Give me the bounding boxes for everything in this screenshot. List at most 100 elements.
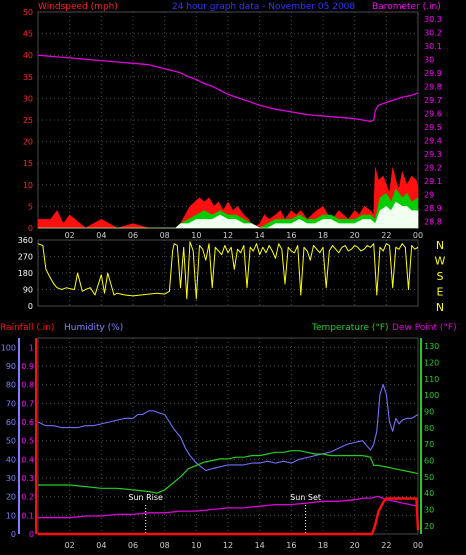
climate-x-tick-label: 12 (223, 541, 233, 550)
wind-x-tick-label: 12 (223, 231, 233, 240)
climate-x-tick-label: 00 (413, 541, 423, 550)
sunset-label: Sun Set (290, 493, 321, 502)
windspeed-tick-label: 5 (28, 202, 33, 211)
compass-label: N (436, 301, 444, 314)
barometer-tick-label: 29.3 (424, 150, 442, 159)
windspeed-tick-label: 40 (23, 51, 33, 60)
barometer-series (37, 54, 419, 123)
humidity-tick-label: 20 (6, 493, 16, 502)
humidity-tick-label: 60 (6, 418, 16, 427)
direction-tick-label: 360 (18, 236, 33, 245)
temperature-tick-label: 20 (424, 522, 434, 531)
climate-x-tick-label: 02 (65, 541, 75, 550)
rainfall-axis-label: Rainfall (.in) (0, 323, 54, 333)
barometer-tick-label: 30 (424, 55, 434, 64)
dewpoint-axis-label: Dew Point (°F) (392, 323, 457, 333)
temperature-tick-label: 80 (424, 424, 434, 433)
direction-tick-label: 0 (28, 302, 33, 311)
humidity-tick-label: 80 (6, 381, 16, 390)
temperature-series (38, 450, 419, 494)
climate-x-tick-label: 04 (96, 541, 106, 550)
rainfall-tick-label: 0.2 (21, 493, 34, 502)
temperature-tick-label: 130 (424, 342, 439, 351)
humidity-tick-label: 100 (1, 343, 16, 352)
rainfall-tick-label: 0.8 (21, 381, 34, 390)
windspeed-tick-label: 30 (23, 94, 33, 103)
climate-x-tick-label: 14 (255, 541, 265, 550)
direction-tick-label: 270 (18, 253, 33, 262)
temperature-tick-label: 30 (424, 506, 434, 515)
tick-labels: 0202040406060808101012121414161618182020… (1, 8, 446, 550)
compass-label: N (436, 239, 444, 252)
header-windspeed-label: Windspeed (mph) (38, 2, 118, 12)
barometer-tick-label: 29 (424, 190, 434, 199)
rainfall-tick-label: 0.4 (21, 455, 34, 464)
barometer-tick-label: 29.5 (424, 123, 442, 132)
humidity-tick-label: 50 (6, 437, 16, 446)
header-barometer-label: Barometer (.in) (372, 2, 441, 12)
wind-x-tick-label: 22 (381, 231, 391, 240)
wind-x-tick-label: 18 (318, 231, 328, 240)
temperature-tick-label: 60 (424, 457, 434, 466)
rainfall-series (38, 497, 420, 536)
climate-x-tick-label: 18 (318, 541, 328, 550)
barometer-tick-label: 29.9 (424, 69, 442, 78)
wind-average-series (38, 188, 419, 229)
barometer-tick-label: 29.2 (424, 163, 442, 172)
wind-x-tick-label: 08 (160, 231, 170, 240)
windspeed-tick-label: 15 (23, 159, 33, 168)
humidity-tick-label: 90 (6, 362, 16, 371)
wind-x-tick-label: 14 (255, 231, 265, 240)
rainfall-tick-label: 0 (29, 530, 34, 539)
compass-label: E (437, 286, 444, 299)
wind-x-tick-label: 16 (286, 231, 296, 240)
wind-x-tick-label: 00 (413, 231, 423, 240)
humidity-series (37, 384, 419, 472)
dewpoint-series (38, 495, 419, 519)
rainfall-tick-label: 0.3 (21, 474, 34, 483)
compass-label: W (435, 255, 446, 268)
barometer-tick-label: 28.9 (424, 204, 442, 213)
climate-x-tick-label: 16 (286, 541, 296, 550)
barometer-tick-label: 29.1 (424, 177, 442, 186)
barometer-tick-label: 28.8 (424, 217, 442, 226)
direction-tick-label: 180 (18, 269, 33, 278)
temperature-tick-label: 50 (424, 473, 434, 482)
windspeed-tick-label: 20 (23, 138, 33, 147)
windspeed-tick-label: 35 (23, 73, 33, 82)
header-date-label: 24 hour graph data - November 05 2008 (172, 2, 355, 12)
windspeed-tick-label: 10 (23, 181, 33, 190)
barometer-tick-label: 30.2 (424, 28, 442, 37)
rainfall-tick-label: 0.7 (21, 399, 34, 408)
barometer-tick-label: 29.4 (424, 136, 442, 145)
wind-minimum-series (38, 201, 419, 229)
temperature-tick-label: 40 (424, 489, 434, 498)
humidity-tick-label: 70 (6, 399, 16, 408)
rainfall-tick-label: 1 (29, 343, 34, 352)
windspeed-tick-label: 50 (23, 8, 33, 17)
barometer-tick-label: 30.3 (424, 15, 442, 24)
rainfall-tick-label: 0.6 (21, 418, 34, 427)
compass-label: S (437, 270, 444, 283)
temperature-axis-label: Temperature (°F) (311, 323, 389, 333)
climate-x-tick-label: 10 (191, 541, 201, 550)
wind-x-tick-label: 02 (65, 231, 75, 240)
rainfall-tick-label: 0.5 (21, 437, 34, 446)
barometer-tick-label: 29.8 (424, 82, 442, 91)
temperature-tick-label: 110 (424, 375, 439, 384)
wind-direction-series (37, 241, 419, 300)
rainfall-tick-label: 0.9 (21, 362, 34, 371)
data-series (37, 54, 420, 536)
direction-tick-label: 90 (23, 286, 33, 295)
rainfall-tick-label: 0.1 (21, 511, 34, 520)
windspeed-tick-label: 45 (23, 30, 33, 39)
humidity-tick-label: 40 (6, 455, 16, 464)
climate-x-tick-label: 20 (350, 541, 360, 550)
wind-x-tick-label: 06 (128, 231, 138, 240)
humidity-tick-label: 10 (6, 511, 16, 520)
wind-x-tick-label: 04 (96, 231, 106, 240)
sunrise-label: Sun Rise (128, 493, 163, 502)
temperature-tick-label: 120 (424, 359, 439, 368)
